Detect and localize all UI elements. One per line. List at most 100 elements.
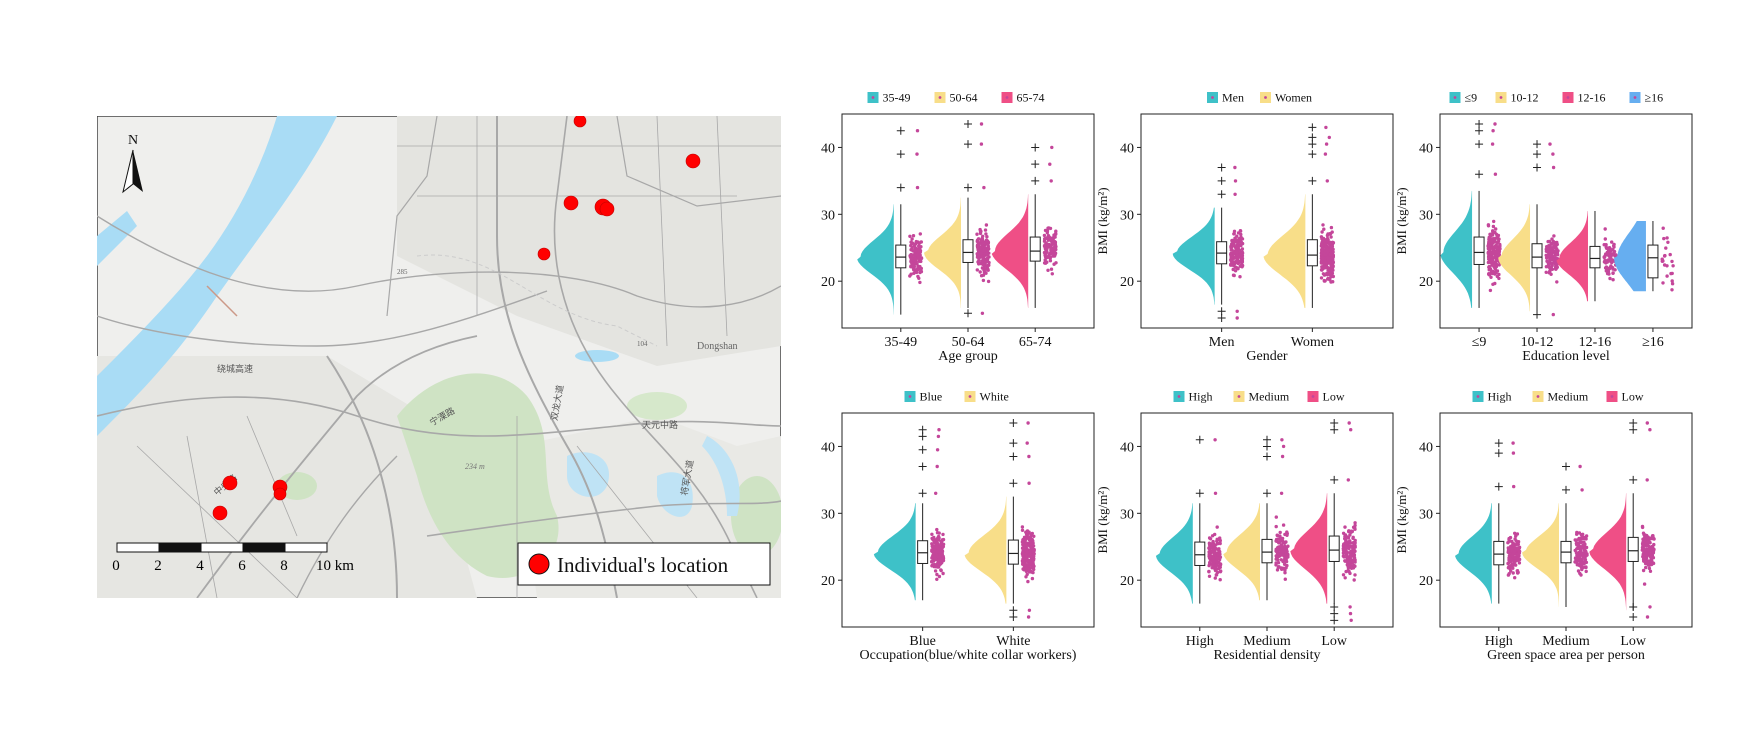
plot-frame — [1439, 113, 1693, 329]
data-point — [915, 262, 919, 266]
road-label: 绕城高速 — [217, 363, 253, 374]
data-point — [1514, 539, 1518, 543]
data-point — [1275, 552, 1280, 556]
data-point — [1323, 253, 1328, 257]
legend-label: ≥16 — [1645, 91, 1664, 105]
data-point-outlier — [979, 122, 984, 126]
data-point — [911, 263, 916, 268]
data-point-outlier — [980, 311, 985, 315]
data-point — [1284, 566, 1288, 570]
data-point — [1511, 571, 1515, 575]
outlier-marker — [1217, 307, 1226, 316]
data-point — [1279, 566, 1284, 570]
data-point — [1547, 254, 1551, 259]
data-point — [987, 255, 991, 259]
data-point — [1239, 264, 1243, 268]
data-point-outlier — [1348, 605, 1352, 609]
legend-swatch-dot — [1499, 96, 1503, 99]
data-point — [1575, 563, 1579, 567]
data-point — [1328, 273, 1332, 277]
y-tick-label: 20 — [821, 574, 835, 589]
box — [895, 244, 907, 269]
data-point — [1050, 272, 1054, 276]
individual-dot — [273, 487, 287, 501]
data-point — [909, 240, 913, 244]
data-points — [1506, 441, 1522, 580]
data-point — [919, 259, 923, 264]
outlier-marker — [1308, 123, 1317, 132]
data-point — [1274, 539, 1278, 543]
data-point — [1344, 552, 1349, 557]
data-point — [1606, 250, 1610, 254]
outlier-marker — [1629, 475, 1638, 484]
outlier-marker — [1009, 439, 1018, 448]
data-points — [930, 428, 946, 581]
data-point-outlier — [1348, 611, 1353, 616]
data-point — [1326, 268, 1330, 272]
legend-swatch-dot — [1005, 96, 1009, 99]
data-point-outlier — [1327, 135, 1331, 140]
box — [1589, 245, 1601, 269]
data-points — [1602, 227, 1618, 282]
data-point — [1342, 555, 1346, 559]
outlier-marker — [1031, 176, 1040, 185]
data-point — [1549, 258, 1553, 262]
data-point — [1514, 534, 1518, 538]
legend-label: 35-49 — [883, 91, 911, 105]
data-point — [1607, 272, 1611, 276]
data-point — [1353, 527, 1357, 531]
data-point — [1641, 543, 1645, 547]
data-point — [1320, 243, 1324, 248]
data-point — [1513, 559, 1517, 564]
individual-dot — [599, 201, 615, 217]
data-point — [1607, 246, 1612, 250]
data-point — [1584, 565, 1588, 570]
outlier-marker — [1562, 485, 1570, 494]
data-point-outlier — [1349, 428, 1353, 432]
data-point — [1489, 239, 1494, 243]
plot-frame — [841, 412, 1095, 628]
data-point — [1215, 560, 1219, 565]
data-point — [984, 271, 988, 275]
data-point — [1576, 569, 1581, 573]
data-point — [1042, 233, 1047, 238]
data-point — [1239, 235, 1243, 239]
outlier-marker — [1263, 435, 1271, 444]
data-point — [935, 527, 939, 532]
x-axis-label: Occupation(blue/white collar workers) — [860, 648, 1077, 663]
y-tick-label: 30 — [1120, 208, 1134, 223]
raincloud-chart: High Medium Low 20 30 40 BMI (kg/m²) High Medium… — [1394, 390, 1693, 663]
data-point — [1353, 573, 1357, 577]
data-point — [1670, 259, 1674, 264]
data-point — [1023, 538, 1027, 543]
legend-label: 10-12 — [1511, 91, 1539, 105]
data-point — [914, 270, 919, 275]
data-point — [1341, 573, 1346, 577]
chart-legend: High Medium Low — [1173, 390, 1345, 404]
data-point — [1233, 269, 1238, 273]
legend-label: Medium — [1249, 390, 1290, 404]
data-point-outlier — [1512, 484, 1516, 489]
data-point-outlier — [1347, 421, 1351, 425]
data-point — [1493, 256, 1497, 260]
outlier-marker — [964, 183, 972, 192]
data-point — [1492, 219, 1496, 224]
data-point — [1645, 540, 1650, 544]
x-tick-label: 35-49 — [884, 335, 917, 350]
data-point-outlier — [1580, 488, 1584, 492]
data-point — [1515, 554, 1520, 559]
data-point — [1611, 267, 1615, 271]
data-point — [1548, 247, 1552, 251]
data-point — [1574, 560, 1578, 564]
data-point-outlier — [1511, 451, 1516, 455]
data-point — [1208, 545, 1212, 549]
data-point — [1327, 242, 1332, 246]
data-point — [1510, 552, 1515, 557]
data-point-outlier — [1233, 165, 1237, 170]
x-tick-label: Low — [1620, 634, 1647, 649]
city-map[interactable]: 绕城高速 中央路 宁溧路 双龙大道 天元中路 将军大道 285 104 Dong… — [96, 114, 783, 599]
data-point — [1498, 244, 1502, 248]
data-point — [1665, 264, 1669, 268]
data-point — [1515, 569, 1520, 573]
data-point — [1578, 537, 1582, 541]
